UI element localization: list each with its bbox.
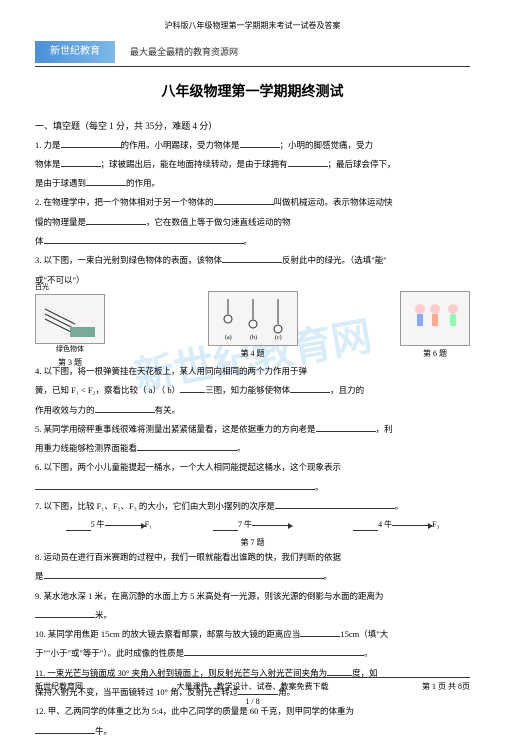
q10: 10. 某同学用焦距 15cm 的放大镜去察看邮票，邮票与放大镜的距离应当15c… (35, 627, 470, 642)
fig4-label: 第 4 题 (208, 348, 298, 361)
q9-cont: 米。 (35, 608, 470, 623)
q5: 5. 某同学用磅秤重事线很难将测量出紧紧储量看，这是依据重力的方向老是，利 (35, 422, 470, 437)
logo-row: 新世纪教育 最大最全最精的教育资源网 (35, 41, 470, 67)
figure-6 (400, 291, 470, 346)
q6: 6. 以下图，两个小儿童能提起一桶水，一个大人相同能提起这桶水，这个现象表示 (35, 460, 470, 475)
logo: 新世纪教育 (35, 41, 115, 63)
q10-cont: 于""小于"或"等于"）。此时成像的性质是。 (35, 646, 470, 661)
svg-text:(a): (a) (225, 334, 232, 341)
q2-cont: 慢的物理量是，它在数值上等于做匀速直线运动的物 (35, 215, 470, 230)
q1-cont: 物体是；球被踢出后，能在地面持续转动，是由于球拥有；最后球会停下， (35, 157, 470, 172)
q1: 1. 力是的作用。小明踢球，受力物体是；小明的脚感觉痛，受力 (35, 138, 470, 153)
figure-4: (a) (b) (c) (208, 291, 298, 346)
q12-cont: 牛。 (35, 724, 470, 739)
q12: 12. 甲、乙两同学的体重之比为 5:4，此中乙同学的质量是 60 千克，则甲同… (35, 704, 470, 719)
q4: 4. 以下图，将一根弹簧挂在天花板上，某人用同向相同的两个力作用于弹 (35, 364, 470, 379)
svg-text:(b): (b) (250, 334, 257, 341)
q4-cont2: 作用收效与力的有关。 (35, 403, 470, 418)
q1-cont2: 是由于球遇到的作用。 (35, 176, 470, 191)
q11-cont: 保持入射光不变，当平面镜转过 10° 角，反射光芒转过角。 (35, 685, 470, 700)
q11: 11. 一束光芒与镜面成 30° 夹角入射到镜面上，则反射光芒与入射光芒间夹角为… (35, 666, 470, 681)
q8-cont: 是。 (35, 569, 470, 584)
images-row: 白光 绿色物体 第 3 题 (a)(b)(c) 第 4 题 第 6 题 (35, 296, 470, 356)
q2: 2. 在物理学中，把一个物体相对于另一个物体的叫做机械运动。表示物体运动快 (35, 195, 470, 210)
q2-cont2: 体。 (35, 234, 470, 249)
q4-cont: 簧，已知 F₁ < F₂，察看比较（ a）（ b）三图，知力能够使物体，且力的 (35, 383, 470, 398)
slogan: 最大最全最精的教育资源网 (130, 45, 238, 59)
figure-3 (35, 294, 105, 344)
q8: 8. 运动员在进行百米赛跑的过程中，我们一眼就能看出谁跑的快，我们判断的依据 (35, 550, 470, 565)
force-diagram: 5 牛F₁ 7 牛 4 牛F₃ (35, 519, 470, 532)
section1-header: 一、填空题（每空 1 分，共 35分，难题 4 分） (35, 119, 470, 133)
q9: 9. 某水池水深 1 米，在离沉静的水面上方 5 米高处有一光源，则该光源的倒影… (35, 589, 470, 604)
svg-text:(c): (c) (275, 334, 282, 341)
q7-label: 第 7 题 (35, 537, 470, 550)
q6-cont: 。 (35, 480, 470, 495)
page-title: 八年级物理第一学期期终测试 (35, 82, 470, 104)
q3: 3. 以下图，一束白光射到绿色物体的表面，该物体反射此中的绿光。（选填"能" (35, 253, 470, 268)
fig6-label: 第 6 题 (400, 348, 470, 361)
q5-cont: 用重力线能够检测界面能看。 (35, 441, 470, 456)
q7: 7. 以下图，比较 F₁、F₂、F₃ 的大小，它们由大到小摆列的次序是。 (35, 499, 470, 514)
top-header: 沪科版八年级物理第一学期期末考试一试卷及答案 (35, 20, 470, 33)
